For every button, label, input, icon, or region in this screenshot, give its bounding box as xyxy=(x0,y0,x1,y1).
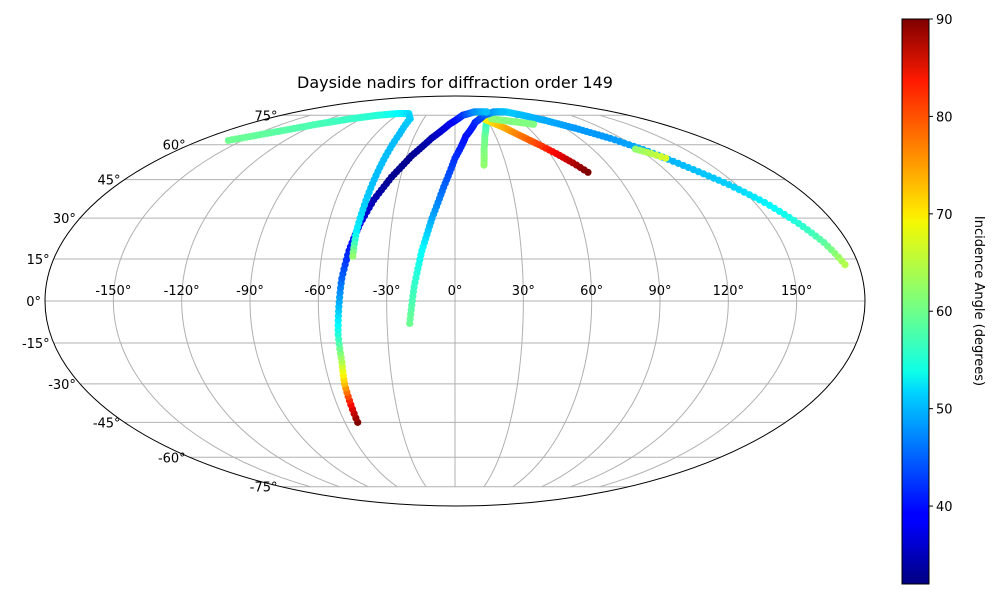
data-point xyxy=(841,260,849,269)
x-tick-label: -120° xyxy=(164,284,200,299)
x-tick-label: 120° xyxy=(713,284,744,299)
data-point xyxy=(483,108,491,116)
y-tick-label: 15° xyxy=(27,253,50,268)
data-point xyxy=(662,154,670,162)
x-tick-label: -150° xyxy=(95,284,131,299)
map-grid xyxy=(45,114,865,488)
chart-title: Dayside nadirs for diffraction order 149 xyxy=(297,73,613,92)
x-tick-label: -60° xyxy=(304,284,332,299)
y-tick-label: -60° xyxy=(158,451,186,466)
map-boundary xyxy=(44,95,866,507)
colorbar-tick-label: 90 xyxy=(936,13,953,28)
meridian-line xyxy=(483,114,524,488)
x-tick-label: -90° xyxy=(236,284,264,299)
data-point xyxy=(584,168,592,176)
colorbar-tick-label: 60 xyxy=(936,305,953,320)
y-tick-label: 75° xyxy=(254,109,277,124)
meridian-line xyxy=(512,114,593,488)
meridian-line xyxy=(112,114,311,488)
colorbar-tick-label: 80 xyxy=(936,110,953,125)
data-point xyxy=(349,252,357,260)
y-tick-label: -15° xyxy=(22,337,50,352)
y-tick-label: -75° xyxy=(250,481,278,496)
y-tick-label: 30° xyxy=(53,212,76,227)
meridian-line xyxy=(599,114,798,488)
x-tick-label: 30° xyxy=(512,284,535,299)
meridian-line xyxy=(541,114,661,488)
meridian-line xyxy=(317,114,398,488)
meridian-line xyxy=(249,114,369,488)
data-points xyxy=(224,108,849,426)
data-point xyxy=(499,108,507,116)
y-tick-label: -30° xyxy=(48,378,76,393)
colorbar-label: Incidence Angle (degrees) xyxy=(971,216,986,386)
y-tick-labels: -75° -60° -45° -30° -15° 0° 15° 30° 45° 60° 75° xyxy=(22,109,278,495)
colorbar-ticks: 40 50 60 70 80 90 xyxy=(929,13,953,515)
y-tick-label: -45° xyxy=(93,416,121,431)
x-tick-label: 150° xyxy=(781,284,812,299)
colorbar xyxy=(901,18,930,585)
y-tick-label: 60° xyxy=(163,139,186,154)
x-tick-label: 0° xyxy=(448,284,463,299)
y-tick-label: 45° xyxy=(98,174,121,189)
meridian-line xyxy=(570,114,729,488)
colorbar-tick-label: 40 xyxy=(936,500,953,515)
x-tick-label: 90° xyxy=(648,284,671,299)
y-tick-label: 0° xyxy=(26,295,41,310)
x-tick-labels: -150° -120° -90° -60° -30° 0° 30° 60° 90° 120° 150… xyxy=(95,284,812,299)
data-point xyxy=(529,120,538,128)
x-tick-label: -30° xyxy=(373,284,401,299)
colorbar-tick-label: 70 xyxy=(936,208,953,223)
meridian-line xyxy=(181,114,340,488)
x-tick-label: 60° xyxy=(580,284,603,299)
colorbar-tick-label: 50 xyxy=(936,403,953,418)
